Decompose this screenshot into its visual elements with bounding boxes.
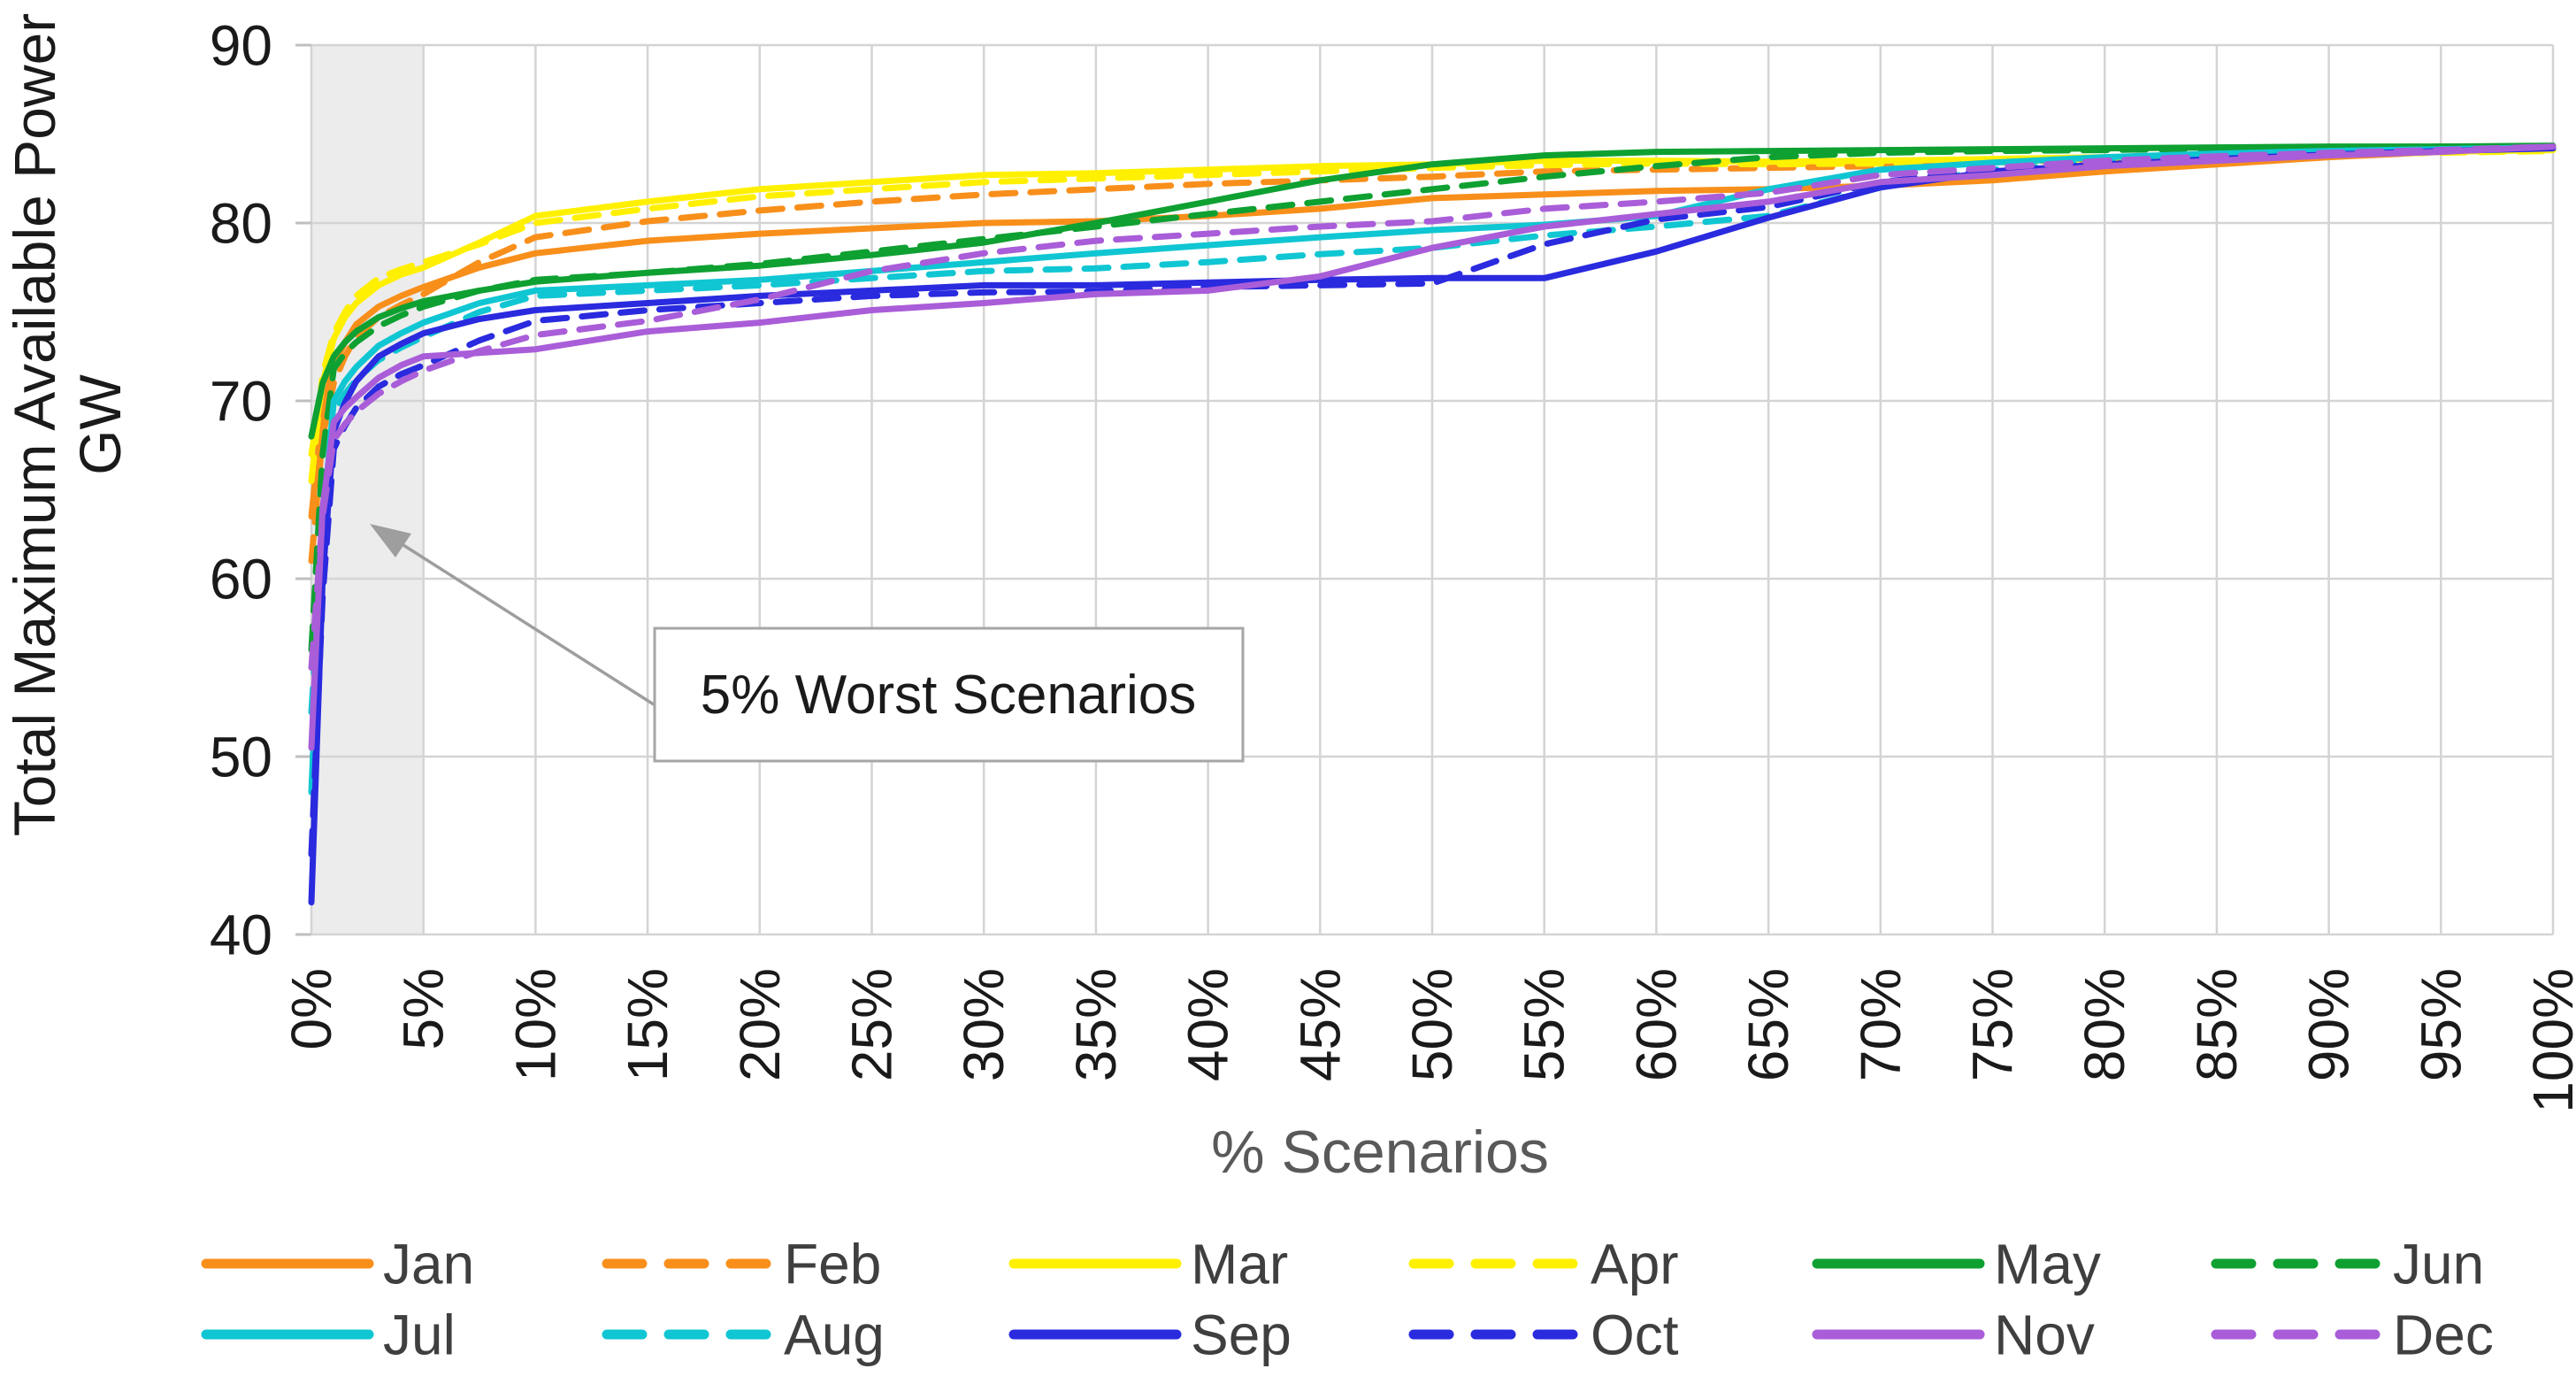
legend-item-apr: Apr xyxy=(1408,1232,1679,1296)
legend-item-sep: Sep xyxy=(1008,1303,1292,1366)
legend-label-apr: Apr xyxy=(1591,1232,1679,1296)
legend-label-jan: Jan xyxy=(383,1232,474,1296)
x-tick-label: 75% xyxy=(1961,968,2025,1081)
legend-item-jun: Jun xyxy=(2211,1232,2484,1296)
legend-item-feb: Feb xyxy=(602,1232,881,1296)
x-tick-label: 80% xyxy=(2073,968,2136,1081)
legend-item-aug: Aug xyxy=(602,1303,885,1366)
legend-label-oct: Oct xyxy=(1591,1303,1679,1366)
legend-item-dec: Dec xyxy=(2211,1303,2494,1366)
x-tick-label: 40% xyxy=(1177,968,1240,1081)
legend-item-may: May xyxy=(1812,1232,2101,1296)
x-tick-label: 35% xyxy=(1064,968,1128,1081)
x-tick-label: 60% xyxy=(1624,968,1688,1081)
annotation-group: 5% Worst Scenarios xyxy=(370,524,1245,763)
legend-item-jul: Jul xyxy=(201,1303,456,1366)
legend-label-jun: Jun xyxy=(2393,1232,2484,1296)
x-axis-title: % Scenarios xyxy=(1211,1119,1549,1186)
x-tick-label: 90% xyxy=(2297,968,2361,1081)
annotation-arrow-line xyxy=(402,543,657,708)
x-tick-label: 65% xyxy=(1736,968,1800,1081)
series-layer xyxy=(308,142,2557,906)
x-tick-label: 70% xyxy=(1849,968,1913,1081)
y-tick-label: 50 xyxy=(210,725,272,788)
x-tick-label: 0% xyxy=(280,968,343,1050)
series-line-jan xyxy=(308,145,2557,520)
x-tick-label: 50% xyxy=(1400,968,1464,1081)
x-tick-label: 10% xyxy=(503,968,567,1081)
gridline-layer xyxy=(310,43,2555,936)
x-tick-label: 85% xyxy=(2185,968,2249,1081)
x-tick-label: 25% xyxy=(840,968,904,1081)
x-tick-label: 45% xyxy=(1288,968,1352,1081)
y-tick-label: 80 xyxy=(210,191,272,255)
legend-label-mar: Mar xyxy=(1191,1232,1288,1296)
y-axis-unit: GW xyxy=(67,373,133,474)
x-tick-label: 95% xyxy=(2409,968,2472,1081)
series-line-jun xyxy=(308,143,2557,653)
legend-item-jan: Jan xyxy=(201,1232,474,1296)
x-tick-label: 20% xyxy=(728,968,792,1081)
x-tick-label: 55% xyxy=(1513,968,1576,1081)
x-tick-label: 30% xyxy=(952,968,1016,1081)
annotation-box xyxy=(653,627,1245,763)
legend-label-nov: Nov xyxy=(1994,1303,2095,1366)
annotation-label: 5% Worst Scenarios xyxy=(701,665,1197,726)
legend-item-nov: Nov xyxy=(1812,1303,2095,1366)
legend-label-sep: Sep xyxy=(1191,1303,1292,1366)
tick-layer: 90 80 70 60 50 400% 5% 10% 15% 20% 25% 30% 35% 40% 45%… xyxy=(210,13,2576,1112)
legend-label-dec: Dec xyxy=(2393,1303,2494,1366)
legend: Jan Feb Mar Apr May Jun Jul Aug Sep Oct Nov Dec xyxy=(201,1232,2494,1366)
series-line-dec xyxy=(308,143,2557,671)
series-line-nov xyxy=(308,143,2557,751)
y-tick-label: 40 xyxy=(210,903,272,966)
annotation-arrowhead-icon xyxy=(370,524,411,557)
legend-item-mar: Mar xyxy=(1008,1232,1288,1296)
x-tick-label: 15% xyxy=(616,968,679,1081)
legend-label-aug: Aug xyxy=(784,1303,885,1366)
series-line-apr xyxy=(308,148,2557,484)
y-axis-title: Total Maximum Available Power xyxy=(2,13,67,837)
legend-label-may: May xyxy=(1994,1232,2101,1296)
y-tick-label: 70 xyxy=(210,369,272,433)
legend-label-jul: Jul xyxy=(383,1303,456,1366)
x-tick-label: 100% xyxy=(2521,968,2576,1113)
y-tick-label: 60 xyxy=(210,547,272,611)
legend-item-oct: Oct xyxy=(1408,1303,1679,1366)
y-tick-label: 90 xyxy=(210,13,272,77)
legend-label-feb: Feb xyxy=(784,1232,881,1296)
x-tick-label: 5% xyxy=(392,968,456,1050)
series-line-jul xyxy=(308,144,2557,796)
